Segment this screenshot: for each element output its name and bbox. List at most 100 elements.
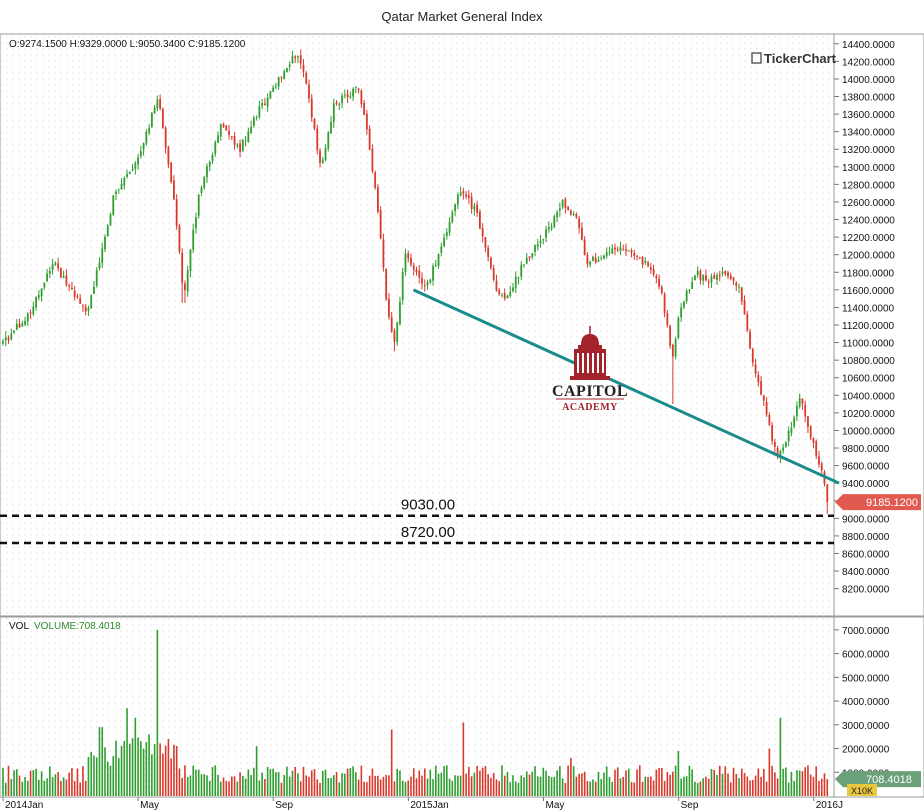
candle-body (90, 295, 93, 309)
candle-body (801, 398, 804, 404)
candle-body (189, 249, 192, 272)
volume-bar (60, 781, 62, 796)
volume-bar (170, 758, 172, 796)
volume-bar (707, 778, 710, 796)
candle-body (142, 143, 145, 150)
candle-body (649, 267, 652, 270)
volume-bar (616, 767, 619, 796)
candle-body (751, 349, 754, 363)
candle-body (484, 237, 487, 248)
candle-body (738, 286, 740, 288)
candle-body (401, 271, 404, 300)
volume-bar (479, 770, 481, 796)
volume-bar (423, 768, 426, 796)
volume-bar (729, 782, 732, 796)
volume-bar (619, 778, 622, 796)
candle-body (288, 64, 291, 67)
support-level-label: 9030.00 (401, 497, 455, 514)
price-tick-label: 9800.0000 (842, 444, 890, 455)
price-tick-label: 12800.0000 (842, 180, 895, 191)
volume-bar (429, 769, 432, 796)
volume-bar (305, 775, 308, 796)
volume-bar (104, 747, 106, 796)
candle-body (148, 128, 151, 133)
candle-body (241, 140, 244, 152)
volume-bar (338, 782, 341, 796)
candle-body (308, 84, 310, 99)
volume-bar (280, 782, 283, 796)
candle-body (407, 253, 410, 259)
volume-bar (297, 773, 299, 796)
volume-bar (131, 738, 134, 796)
volume-bar (10, 779, 13, 796)
candle-body (818, 456, 820, 465)
candle-body (139, 151, 142, 157)
volume-bar (76, 768, 79, 796)
volume-bar (29, 770, 32, 796)
candle-body (592, 256, 594, 261)
price-tick-label: 8200.0000 (842, 585, 890, 596)
candle-body (156, 99, 159, 109)
volume-bar (611, 781, 614, 796)
support-levels: 9030.00 8720.00 (0, 497, 834, 545)
candle-body (280, 77, 283, 79)
volume-bar (269, 769, 272, 796)
volume-bar (197, 769, 200, 796)
candle-body (357, 88, 360, 91)
volume-tick-label: 2000.0000 (842, 745, 890, 756)
candle-body (815, 441, 818, 456)
candle-body (349, 96, 352, 98)
volume-bar (57, 772, 59, 796)
candle-body (109, 214, 112, 226)
volume-bar (757, 768, 760, 796)
candle-body (652, 269, 655, 275)
candle-body (93, 286, 95, 294)
price-tick-label: 9000.0000 (842, 514, 890, 525)
candle-body (255, 117, 258, 118)
price-tick-label: 12200.0000 (842, 233, 895, 244)
candle-body (495, 280, 498, 291)
candle-body (561, 200, 564, 208)
candle-body (743, 300, 746, 315)
candle-body (421, 278, 423, 284)
price-tick-label: 9600.0000 (842, 462, 890, 473)
volume-bar (95, 757, 98, 796)
candle-body (145, 131, 148, 144)
time-tick-label: Sep (275, 800, 293, 811)
volume-bar (396, 768, 399, 796)
volume-bar (153, 744, 156, 796)
volume-bar (352, 766, 354, 796)
volume-bar (294, 766, 297, 796)
candle-body (321, 159, 324, 164)
volume-bar (310, 770, 313, 796)
candle-body (716, 275, 718, 281)
price-tick-label: 13800.0000 (842, 93, 895, 104)
candle-body (40, 288, 43, 297)
volume-bar (98, 727, 101, 796)
candle-body (21, 323, 24, 327)
volume-bar (630, 782, 633, 796)
candle-body (749, 331, 751, 349)
volume-bar (335, 772, 338, 796)
candle-body (305, 73, 308, 84)
candle-body (608, 252, 611, 254)
volume-bar (749, 780, 751, 796)
volume-bar (264, 778, 266, 796)
volume-bar (514, 781, 517, 796)
candle-body (236, 144, 239, 147)
volume-bar (261, 772, 263, 796)
volume-bar (553, 776, 556, 796)
candle-body (702, 275, 705, 281)
candle-body (313, 118, 316, 129)
candle-body (258, 106, 261, 118)
volume-bar (242, 776, 244, 796)
candle-body (666, 313, 669, 326)
volume-bar (696, 782, 699, 796)
ohlc-readout: O:9274.1500 H:9329.0000 L:9050.3400 C:91… (9, 39, 246, 50)
volume-bar (415, 778, 418, 796)
candle-body (115, 191, 117, 195)
candle-body (465, 194, 468, 197)
volume-bar (222, 777, 225, 796)
volume-bar (774, 772, 776, 796)
volume-bar (790, 771, 793, 796)
